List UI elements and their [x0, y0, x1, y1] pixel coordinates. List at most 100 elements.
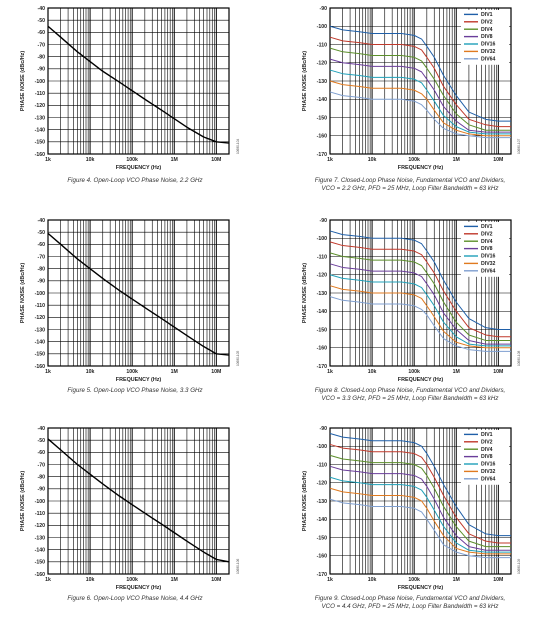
- y-tick-label: -100: [35, 499, 45, 505]
- series-div16-line: [329, 274, 511, 347]
- figure-4-chart: -40 -50 -60 -70 -80 -90 -100 -110 -120 -130 -140 -1…: [20, 6, 240, 171]
- legend-label-div1: DIV1: [481, 12, 493, 18]
- y-tick-label: -70: [38, 254, 46, 260]
- legend-label-div2: DIV2: [481, 439, 493, 445]
- legend-label-div8: DIV8: [481, 246, 493, 252]
- series-div2-line: [329, 443, 511, 544]
- phase-noise-curve: [47, 438, 230, 563]
- y-tick-label: -150: [35, 352, 45, 358]
- series-div64-line: [329, 296, 511, 352]
- y-tick-label: -70: [38, 42, 46, 48]
- y-tick-label: -130: [35, 115, 45, 121]
- legend-box: [461, 222, 509, 277]
- y-tick-label: -40: [38, 218, 46, 224]
- y-tick-label: -90: [320, 6, 328, 12]
- y-tick-label: -140: [317, 97, 327, 103]
- x-tick-label: 10k: [86, 369, 95, 375]
- x-tick-label: 10M: [211, 157, 221, 163]
- y-tick-label: -100: [317, 444, 327, 450]
- y-tick-label: -100: [317, 236, 327, 242]
- figure-6-chart: -40 -50 -60 -70 -80 -90 -100 -110 -120 -130 -140 -1…: [20, 426, 240, 591]
- legend-box: [461, 430, 509, 485]
- series-div2-line: [329, 241, 511, 338]
- legend-label-div64: DIV64: [481, 476, 496, 482]
- legend-label-div1: DIV1: [481, 224, 493, 230]
- x-axis-label: FREQUENCY (Hz): [398, 377, 444, 383]
- y-tick-label: -110: [317, 42, 327, 48]
- x-tick-label: 10k: [86, 577, 95, 583]
- legend-box: [461, 10, 509, 65]
- y-tick-label: -110: [35, 303, 45, 309]
- y-tick-label: -80: [38, 54, 46, 60]
- y-tick-label: -170: [317, 152, 327, 158]
- y-tick-label: -110: [317, 462, 327, 468]
- series-div8-line: [329, 263, 511, 345]
- figure-4-caption: Figure 4. Open-Loop VCO Phase Noise, 2.2…: [67, 177, 203, 184]
- figure-5-caption: Figure 5. Open-Loop VCO Phase Noise, 3.3…: [67, 387, 203, 394]
- y-tick-label: -160: [317, 346, 327, 352]
- legend-label-div64: DIV64: [481, 268, 496, 274]
- x-tick-label: 1M: [453, 369, 460, 375]
- y-tick-label: -170: [317, 572, 327, 578]
- series-div64-line: [329, 498, 511, 559]
- y-axis-label: PHASE NOISE (dBc/Hz): [302, 263, 308, 323]
- figure-6-caption: Figure 6. Open-Loop VCO Phase Noise, 4.4…: [67, 595, 203, 602]
- phase-noise-curve: [47, 232, 230, 356]
- y-tick-label: -100: [35, 291, 45, 297]
- figure-7-caption: Figure 7. Closed-Loop Phase Noise, Funda…: [314, 177, 506, 192]
- figure-8-caption: Figure 8. Closed-Loop Phase Noise, Funda…: [314, 387, 506, 402]
- x-tick-label: 1k: [327, 577, 333, 583]
- x-tick-label: 10k: [368, 369, 377, 375]
- y-tick-label: -150: [317, 327, 327, 333]
- series-div8-line: [329, 58, 511, 133]
- legend-label-div4: DIV4: [481, 239, 493, 245]
- y-axis-label: PHASE NOISE (dBc/Hz): [302, 51, 308, 111]
- y-tick-label: -40: [38, 426, 46, 432]
- y-tick-label: -140: [317, 517, 327, 523]
- x-axis-label: FREQUENCY (Hz): [116, 377, 162, 383]
- figure-code: 10680-109: [517, 559, 521, 574]
- x-tick-label: 1M: [453, 157, 460, 163]
- x-tick-label: 10k: [368, 157, 377, 163]
- x-tick-label: 10k: [86, 157, 95, 163]
- figure-8: -90 -100 -110 -120 -130 -140 -150 -160 -170 1k 10k…: [272, 212, 545, 412]
- legend-label-div1: DIV1: [481, 432, 493, 438]
- x-tick-label: 1M: [453, 577, 460, 583]
- y-tick-label: -150: [35, 560, 45, 566]
- chart-fig5-grid: [47, 219, 230, 367]
- figure-code: 10680-107: [517, 139, 521, 154]
- y-tick-label: -130: [317, 291, 327, 297]
- y-tick-label: -130: [317, 499, 327, 505]
- y-tick-label: -90: [320, 218, 328, 224]
- y-tick-label: -90: [320, 426, 328, 432]
- series-div4-line: [329, 454, 511, 548]
- legend-label-div4: DIV4: [481, 27, 493, 33]
- x-tick-label: 10M: [493, 577, 503, 583]
- figure-code: 10680-105: [236, 351, 240, 366]
- series-div2-line: [329, 36, 511, 128]
- series-div1-line: [329, 230, 511, 330]
- x-tick-label: 100k: [126, 157, 138, 163]
- y-tick-label: -70: [38, 462, 46, 468]
- chart-fig6-grid: [47, 427, 230, 575]
- y-tick-label: -100: [317, 24, 327, 30]
- figure-5-chart: -40 -50 -60 -70 -80 -90 -100 -110 -120 -130 -140 -1…: [20, 218, 240, 383]
- y-tick-label: -80: [38, 266, 46, 272]
- y-axis-label: PHASE NOISE (dBc/Hz): [20, 471, 26, 531]
- x-tick-label: 1k: [327, 157, 333, 163]
- y-tick-label: -80: [38, 474, 46, 480]
- legend-label-div16: DIV16: [481, 42, 496, 48]
- figure-code: 10680-108: [517, 351, 521, 366]
- x-tick-label: 1M: [171, 369, 178, 375]
- y-tick-label: -130: [35, 535, 45, 541]
- y-tick-label: -130: [35, 327, 45, 333]
- series-div1-line: [329, 25, 511, 122]
- x-tick-label: 10M: [211, 577, 221, 583]
- y-tick-label: -130: [317, 79, 327, 85]
- legend-label-div32: DIV32: [481, 469, 496, 475]
- y-tick-label: -60: [38, 30, 46, 36]
